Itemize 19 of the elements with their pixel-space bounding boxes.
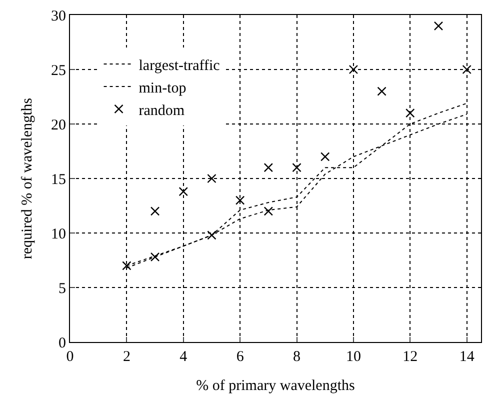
y-axis-title: required % of wavelengths xyxy=(19,98,36,260)
x-tick-label: 4 xyxy=(180,349,188,365)
x-tick-label: 10 xyxy=(346,349,361,365)
x-tick-label: 12 xyxy=(402,349,418,365)
legend-label: min-top xyxy=(138,80,186,96)
x-axis-title: % of primary wavelengths xyxy=(196,378,356,394)
legend-label: largest-traffic xyxy=(138,58,220,74)
legend-label: random xyxy=(138,102,185,119)
y-tick-label: 30 xyxy=(51,8,66,24)
y-tick-label: 0 xyxy=(58,335,66,352)
y-tick-label: 10 xyxy=(51,226,66,242)
y-tick-label: 20 xyxy=(51,117,66,134)
y-tick-label: 5 xyxy=(58,280,66,297)
x-tick-label: 2 xyxy=(122,349,130,365)
y-tick-label: 15 xyxy=(51,172,66,188)
y-tick-label: 25 xyxy=(51,62,66,79)
x-tick-label: 14 xyxy=(459,349,475,365)
x-tick-label: 6 xyxy=(236,349,244,365)
x-tick-label: 8 xyxy=(293,349,301,365)
